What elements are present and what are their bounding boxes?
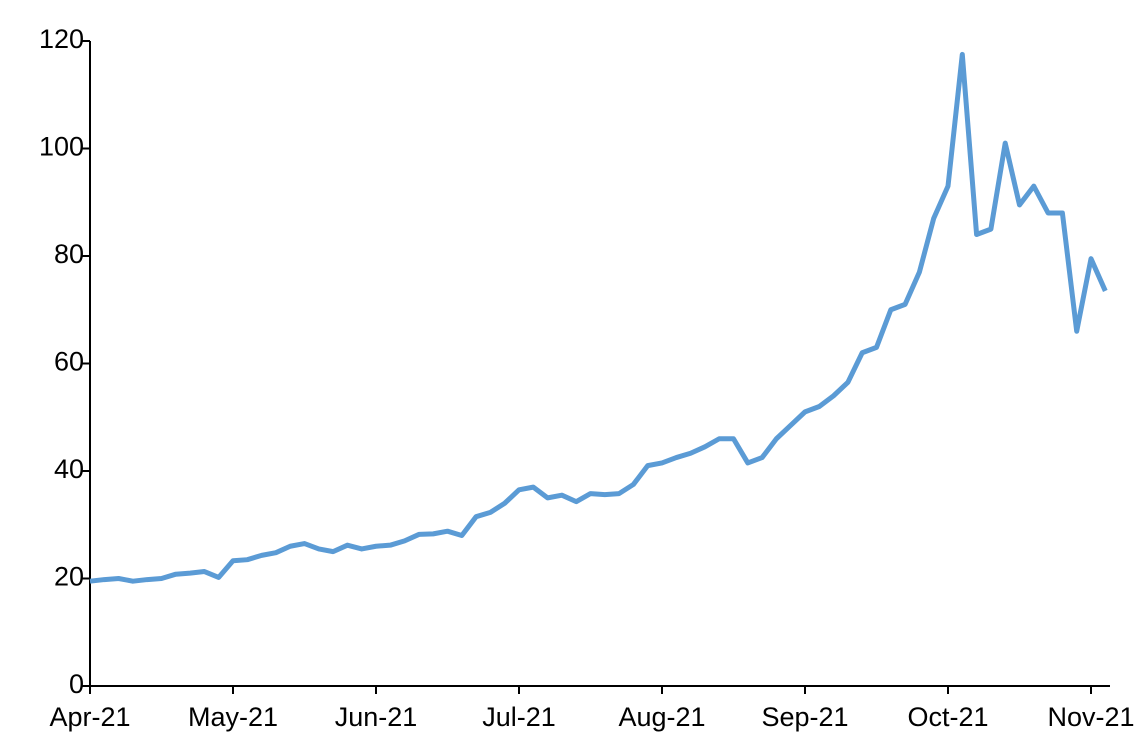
y-tick-label: 120 <box>39 24 84 54</box>
y-tick-label: 40 <box>54 454 84 484</box>
y-tick-label: 20 <box>54 562 84 592</box>
data-line <box>89 51 1108 584</box>
y-tick-label: 80 <box>54 239 84 269</box>
x-tick-label: Aug-21 <box>618 702 705 732</box>
y-tick-label: 0 <box>69 669 84 699</box>
x-tick-label: Oct-21 <box>907 702 988 732</box>
x-tick-label: Jul-21 <box>482 702 556 732</box>
x-tick-label: Nov-21 <box>1047 702 1134 732</box>
x-tick-label: May-21 <box>188 702 278 732</box>
y-tick-label: 100 <box>39 132 84 162</box>
x-tick-label: Jun-21 <box>335 702 418 732</box>
y-tick-label: 60 <box>54 347 84 377</box>
x-tick-label: Apr-21 <box>49 702 130 732</box>
x-tick-label: Sep-21 <box>761 702 848 732</box>
